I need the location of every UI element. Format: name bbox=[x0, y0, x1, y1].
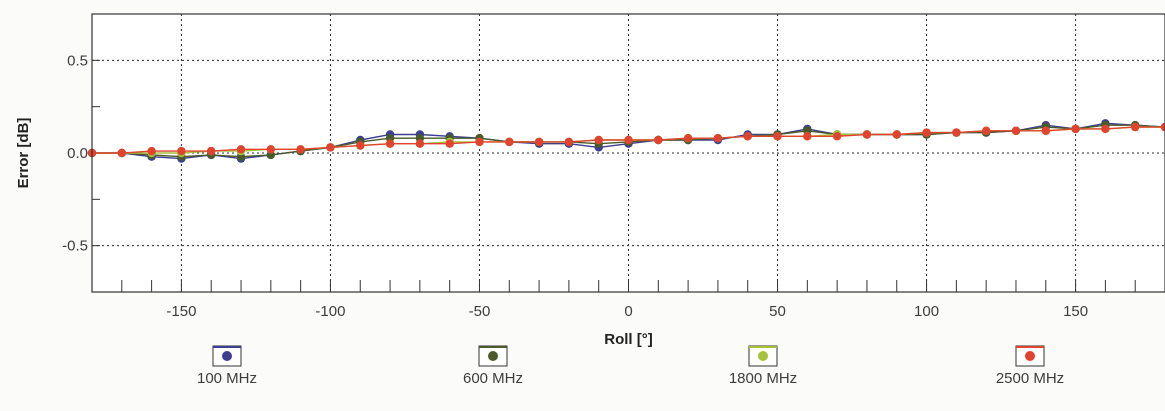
data-point bbox=[356, 141, 365, 150]
tick-labels: -150 -100 -50 0 50 100 150 0.5 0.0 -0.5 bbox=[62, 52, 1088, 320]
legend-label: 100 MHz bbox=[197, 370, 257, 387]
plot-frame bbox=[91, 13, 1165, 293]
x-tick-label: 0 bbox=[624, 303, 632, 320]
data-point bbox=[1071, 124, 1080, 134]
x-axis-label: Roll [°] bbox=[604, 331, 653, 348]
data-point bbox=[326, 143, 335, 152]
data-point bbox=[773, 132, 782, 141]
data-point bbox=[266, 145, 275, 154]
legend-marker bbox=[488, 351, 498, 361]
data-point bbox=[624, 135, 633, 145]
data-point bbox=[236, 145, 246, 154]
data-point bbox=[862, 130, 872, 139]
legend-item: 1800 MHz bbox=[729, 345, 797, 387]
data-point bbox=[475, 137, 484, 147]
data-point bbox=[385, 139, 395, 148]
data-point bbox=[892, 130, 901, 139]
data-point bbox=[1160, 122, 1165, 132]
legend: 100 MHz 600 MHz 1800 MHz 2500 MHz bbox=[197, 345, 1064, 387]
data-point bbox=[982, 126, 991, 135]
x-tick-label: 50 bbox=[769, 303, 786, 320]
y-axis-label: Error [dB] bbox=[15, 118, 32, 189]
x-minor-ticks bbox=[91, 13, 1165, 293]
data-point bbox=[505, 137, 514, 147]
x-tick-label: -50 bbox=[469, 303, 491, 320]
data-point bbox=[117, 148, 127, 158]
data-point bbox=[594, 135, 603, 145]
series-layer bbox=[87, 119, 1165, 163]
legend-marker bbox=[222, 351, 232, 361]
y-tick-label: 0.5 bbox=[67, 52, 88, 69]
data-point bbox=[207, 146, 216, 156]
series-2500-mhz bbox=[87, 122, 1165, 158]
data-point bbox=[1041, 126, 1051, 135]
y-tick-label: 0.0 bbox=[67, 145, 88, 162]
y-tick-label: -0.5 bbox=[62, 238, 88, 255]
data-point bbox=[564, 137, 574, 147]
x-tick-label: -100 bbox=[315, 303, 345, 320]
legend-label: 2500 MHz bbox=[996, 370, 1064, 387]
legend-label: 600 MHz bbox=[463, 370, 523, 387]
x-tick-label: 100 bbox=[914, 303, 939, 320]
legend-item: 2500 MHz bbox=[996, 345, 1064, 387]
grid-lines bbox=[92, 14, 1165, 292]
data-point bbox=[1011, 126, 1021, 135]
data-point bbox=[743, 132, 752, 141]
data-point bbox=[534, 137, 544, 147]
data-point bbox=[922, 128, 931, 137]
data-point bbox=[1131, 122, 1140, 132]
data-point bbox=[832, 132, 842, 141]
data-point bbox=[147, 146, 156, 156]
data-point bbox=[415, 139, 425, 148]
x-tick-label: -150 bbox=[166, 303, 196, 320]
data-point bbox=[683, 134, 693, 143]
data-point bbox=[952, 128, 961, 137]
legend-label: 1800 MHz bbox=[729, 370, 797, 387]
data-point bbox=[1101, 124, 1110, 134]
data-point bbox=[445, 139, 454, 148]
x-tick-label: 150 bbox=[1063, 303, 1088, 320]
legend-marker bbox=[1025, 351, 1035, 361]
legend-marker bbox=[758, 351, 768, 361]
data-point bbox=[177, 146, 186, 156]
legend-item: 600 MHz bbox=[463, 345, 523, 387]
data-point bbox=[713, 134, 723, 143]
legend-item: 100 MHz bbox=[197, 345, 257, 387]
data-point bbox=[803, 132, 812, 141]
data-point bbox=[296, 145, 305, 154]
data-point bbox=[654, 135, 663, 145]
